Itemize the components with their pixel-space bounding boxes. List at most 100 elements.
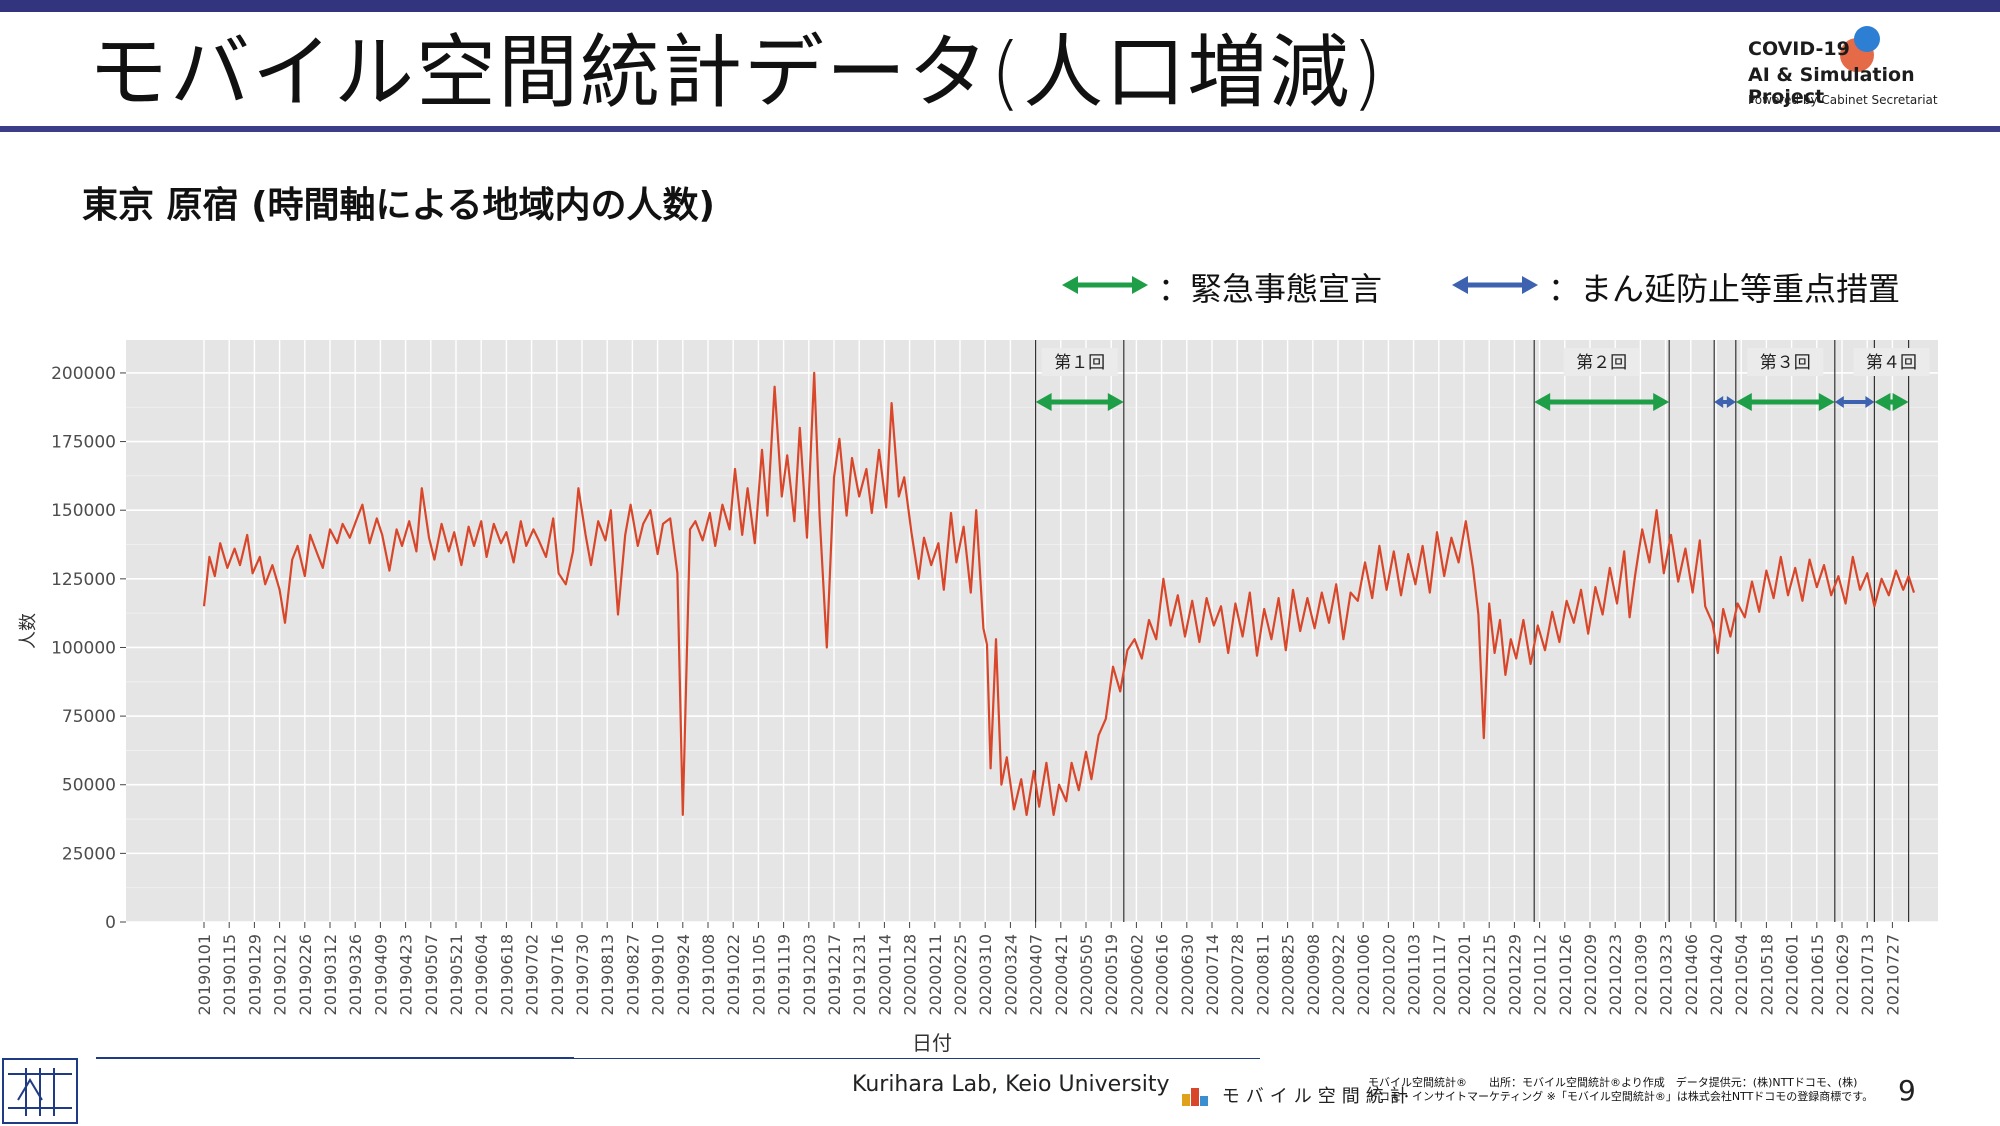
- period-label-box: [1563, 348, 1640, 376]
- plot-panel: [126, 340, 1938, 922]
- x-tick-label: 20190702: [523, 934, 542, 1015]
- period-arrow-head: [1107, 393, 1124, 411]
- x-tick-label: 20200310: [976, 934, 995, 1015]
- x-tick-label: 20191105: [749, 934, 768, 1015]
- period-arrow-head: [1892, 393, 1909, 411]
- footer-data-source-note: モバイル空間統計® 出所：モバイル空間統計®より作成 データ提供元：(株)NTT…: [1368, 1076, 1873, 1104]
- x-tick-label: 20190813: [598, 934, 617, 1015]
- logo-text-covid: COVID-19: [1748, 38, 1850, 60]
- period-label-box: [1041, 348, 1118, 376]
- x-tick-label: 20200519: [1102, 934, 1121, 1015]
- x-tick-label: 20191008: [699, 934, 718, 1015]
- x-tick-label: 20190716: [548, 934, 567, 1015]
- x-tick-label: 20190827: [623, 934, 642, 1015]
- y-tick-label: 200000: [51, 364, 116, 384]
- x-tick-label: 20190312: [321, 934, 340, 1015]
- footer-note-line1: モバイル空間統計® 出所：モバイル空間統計®より作成 データ提供元：(株)NTT…: [1368, 1076, 1858, 1089]
- x-tick-label: 20210601: [1783, 934, 1802, 1015]
- x-tick-label: 20201117: [1430, 934, 1449, 1015]
- page-number: 9: [1898, 1074, 1916, 1107]
- x-tick-label: 20190212: [271, 934, 290, 1015]
- x-tick-label: 20191203: [800, 934, 819, 1015]
- x-tick-label: 20200811: [1253, 934, 1272, 1015]
- footer-note-line2: ドコモ・インサイトマーケティング ※「モバイル空間統計®」は株式会社NTTドコモ…: [1368, 1090, 1874, 1103]
- period-arrow-head: [1874, 393, 1891, 411]
- x-tick-label: 20190115: [220, 934, 239, 1015]
- x-tick-label: 20201020: [1379, 934, 1398, 1015]
- x-tick-label: 20210126: [1556, 934, 1575, 1015]
- x-tick-label: 20210615: [1808, 934, 1827, 1015]
- y-tick-label: 0: [105, 913, 116, 933]
- x-tick-label: 20190507: [422, 934, 441, 1015]
- y-tick-label: 125000: [51, 570, 116, 590]
- x-tick-label: 20200211: [926, 934, 945, 1015]
- x-tick-label: 20200922: [1329, 934, 1348, 1015]
- x-tick-label: 20210309: [1631, 934, 1650, 1015]
- x-tick-label: 20190924: [674, 934, 693, 1015]
- x-tick-label: 20191217: [825, 934, 844, 1015]
- x-tick-label: 20200825: [1279, 934, 1298, 1015]
- y-tick-label: 100000: [51, 638, 116, 658]
- green-double-arrow-icon: [1062, 276, 1148, 294]
- x-tick-label: 20200114: [875, 934, 894, 1015]
- y-tick-label: 75000: [62, 707, 116, 727]
- period-arrow-head: [1735, 393, 1752, 411]
- period-arrow-head: [1714, 396, 1724, 408]
- x-tick-label: 20190604: [472, 934, 491, 1015]
- x-tick-label: 20190423: [397, 934, 416, 1015]
- x-tick-label: 20210406: [1682, 934, 1701, 1015]
- x-tick-label: 20200908: [1304, 934, 1323, 1015]
- y-tick-label: 150000: [51, 501, 116, 521]
- period-label: 第３回: [1760, 353, 1811, 373]
- period-label: 第２回: [1576, 353, 1627, 373]
- x-tick-label: 20200407: [1027, 934, 1046, 1015]
- x-tick-label: 20190521: [447, 934, 466, 1015]
- x-tick-label: 20201215: [1480, 934, 1499, 1015]
- x-tick-label: 20200324: [1001, 934, 1020, 1015]
- slide-subtitle: 東京 原宿 (時間軸による地域内の人数): [82, 185, 715, 226]
- x-tick-label: 20210112: [1531, 934, 1550, 1015]
- x-tick-label: 20200728: [1228, 934, 1247, 1015]
- x-tick-label: 20191022: [724, 934, 743, 1015]
- x-tick-label: 20200630: [1178, 934, 1197, 1015]
- x-tick-label: 20210420: [1707, 934, 1726, 1015]
- x-tick-label: 20200714: [1203, 934, 1222, 1015]
- legend-emergency-label: ：緊急事態宣言: [1158, 270, 1383, 308]
- footer-rule-left: [96, 1057, 574, 1059]
- footer-lab-name: Kurihara Lab, Keio University: [852, 1072, 1170, 1097]
- footer-rule-right: [574, 1058, 1260, 1059]
- x-tick-label: 20201201: [1455, 934, 1474, 1015]
- period-arrow-head: [1726, 396, 1736, 408]
- covid19-project-logo: COVID-19 AI & Simulation Project Powered…: [1748, 26, 1978, 118]
- x-tick-label: 20190326: [346, 934, 365, 1015]
- university-emblem-icon: [8, 1068, 72, 1116]
- x-tick-label: 20210209: [1581, 934, 1600, 1015]
- declaration-periods: 第１回 第２回 第３回 第４回: [1034, 340, 1930, 922]
- period-arrow-head: [1653, 393, 1670, 411]
- logo-blue-dot: [1854, 26, 1880, 52]
- x-tick-label: 20201229: [1505, 934, 1524, 1015]
- x-tick-label: 20200616: [1153, 934, 1172, 1015]
- y-tick-label: 175000: [51, 433, 116, 453]
- x-axis: 20190101 20190115 20190129 20190212 20190226…: [195, 922, 1902, 1015]
- footer-mobile-stats-mark: モバイル空間統計: [1180, 1082, 1414, 1110]
- x-tick-label: 20210518: [1757, 934, 1776, 1015]
- x-tick-label: 20200602: [1127, 934, 1146, 1015]
- y-axis: 0 25000 50000 75000 100000 125000 150000 175000…: [51, 364, 126, 933]
- legend-emergency: ：緊急事態宣言: [1060, 262, 1420, 312]
- x-tick-label: 20200128: [901, 934, 920, 1015]
- legend-priority: ：まん延防止等重点措置: [1450, 262, 1970, 312]
- period-label: 第４回: [1866, 353, 1917, 373]
- x-tick-label: 20210727: [1883, 934, 1902, 1015]
- x-axis-label: 日付: [912, 1031, 952, 1055]
- x-tick-label: 20210323: [1657, 934, 1676, 1015]
- period-arrow-head: [1035, 393, 1052, 411]
- minor-gridlines: [126, 406, 1938, 889]
- x-tick-label: 20190409: [371, 934, 390, 1015]
- x-tick-label: 20190101: [195, 934, 214, 1015]
- period-arrow-head: [1834, 396, 1844, 408]
- top-accent-bar: [0, 0, 2000, 12]
- blue-double-arrow-icon: [1452, 276, 1538, 294]
- series-layer: [202, 371, 1916, 816]
- series-line-0: [202, 371, 1916, 816]
